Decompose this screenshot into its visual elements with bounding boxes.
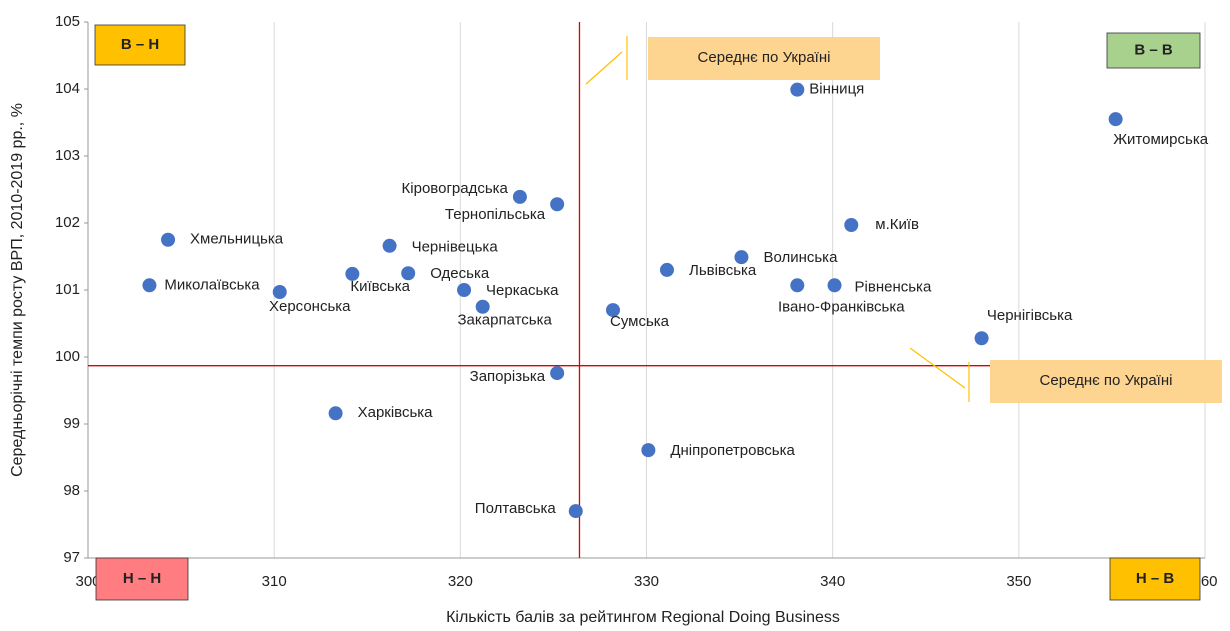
y-tick-label: 100 [55,348,80,365]
point [382,238,397,253]
point [512,189,527,204]
x-tick-label: 320 [448,573,473,590]
point [475,299,490,314]
point-label: Чернівецька [412,239,499,256]
point [974,331,989,346]
mean-label: Середнє по Україні [1040,372,1173,389]
point [550,366,565,381]
point [161,232,176,247]
point-label: Волинська [763,249,838,266]
point-label: Харківська [358,404,434,421]
point [550,197,565,212]
point-label: Одеська [430,265,490,282]
point [844,218,859,233]
y-tick-label: 104 [55,80,80,97]
y-axis-label: Середньорічні темпи росту ВРП, 2010-2019… [9,103,26,477]
callout-line [909,347,966,389]
point-label: Київська [350,278,410,295]
x-axis-label: Кількість балів за рейтингом Regional Do… [446,609,840,626]
y-tick-label: 102 [55,214,80,231]
quadrant-box [94,24,186,66]
point [790,82,805,97]
mean-label-box [990,360,1222,403]
point [641,443,656,458]
point-label: Миколаївська [164,276,260,293]
point-label: Черкаська [486,282,559,299]
x-tick-label: 310 [262,573,287,590]
point-label: Івано-Франківська [778,298,905,315]
point [457,283,472,297]
point-label: Житомирська [1113,131,1209,148]
mean-label-box [648,37,880,80]
point-label: Рівненська [855,278,932,295]
point-label: Хмельницька [190,231,284,248]
y-tick-label: 97 [63,549,80,566]
x-tick-label: 350 [1006,573,1031,590]
callout-line [585,51,623,85]
y-tick-label: 105 [55,13,80,30]
mean-label: Середнє по Україні [698,49,831,66]
point-label: Кіровоградська [402,180,509,197]
quadrant-box [1109,557,1201,601]
point [328,406,343,421]
x-tick-label: 330 [634,573,659,590]
point [605,303,620,318]
x-tick-label: 300 [75,573,100,590]
y-tick-label: 101 [55,281,80,298]
point [345,266,360,281]
point-label: Запорізька [470,368,546,385]
point-label: Закарпатська [457,312,552,329]
point-label: Чернігівська [987,307,1073,324]
y-tick-label: 99 [63,415,80,432]
point [734,250,749,265]
y-tick-label: 103 [55,147,80,164]
point [568,504,583,519]
quadrant-box [95,557,189,601]
point [1108,112,1123,127]
point-label: Вінниця [809,81,864,98]
point [142,278,157,293]
y-tick-label: 98 [63,482,80,499]
point [401,266,416,281]
point-label: Львівська [689,262,757,279]
point-label: Тернопільська [445,206,546,223]
point-label: м.Київ [875,216,919,233]
point-label: Полтавська [475,500,557,517]
quadrant-label: Н – В [1136,570,1175,587]
quadrant-label: Н – Н [123,570,161,587]
point-label: Херсонська [269,298,351,315]
point [827,278,842,293]
x-tick-label: 340 [820,573,845,590]
point-label: Дніпропетровська [670,442,795,459]
quadrant-label: В – Н [121,36,159,53]
point [790,278,805,293]
point [272,285,287,300]
point [659,262,674,277]
quadrant-box [1106,32,1201,69]
quadrant-label: В – В [1134,41,1173,58]
point-label: Сумська [610,313,670,330]
